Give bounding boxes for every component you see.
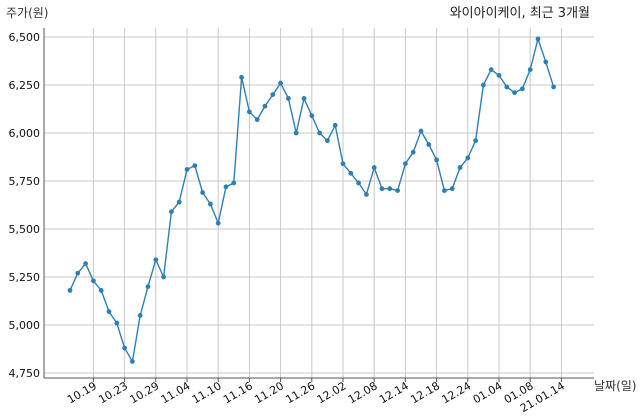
y-tick-label: 5,250 — [9, 271, 41, 284]
chart-title: 와이아이케이, 최근 3개월 — [450, 6, 590, 21]
data-point — [278, 80, 283, 86]
x-tick-label: 10.19 — [65, 379, 99, 406]
data-point — [410, 149, 416, 155]
y-tick-label: 5,500 — [9, 223, 41, 236]
data-point — [348, 170, 354, 176]
x-tick-label: 11.16 — [221, 379, 255, 406]
x-tick-label: 01.04 — [471, 379, 505, 406]
data-point — [371, 165, 377, 170]
data-point — [231, 180, 237, 186]
y-axis-label: 주가(원) — [6, 6, 48, 20]
data-point — [98, 288, 104, 293]
data-point — [364, 192, 369, 197]
data-point — [114, 320, 120, 326]
grid-lines — [44, 28, 594, 378]
x-tick-label: 12.18 — [408, 379, 442, 406]
x-tick-label: 11.26 — [284, 379, 318, 406]
x-tick-label: 10.29 — [128, 379, 162, 406]
x-tick-label: 10.23 — [96, 379, 130, 406]
data-point — [442, 188, 447, 194]
x-tick-label: 11.04 — [159, 379, 193, 406]
x-axis-label: 날짜(일) — [594, 379, 636, 393]
x-tick-label: 11.20 — [252, 379, 286, 406]
data-point — [176, 199, 182, 205]
data-point — [161, 274, 167, 280]
data-point — [83, 261, 88, 266]
data-point — [254, 117, 260, 122]
data-point — [169, 209, 174, 215]
data-point — [137, 313, 143, 318]
data-point — [215, 220, 221, 226]
y-tick-label: 5,000 — [9, 319, 41, 332]
data-point — [403, 161, 408, 167]
data-point — [106, 309, 112, 314]
data-point — [270, 92, 276, 97]
data-point — [379, 186, 385, 192]
data-point — [325, 138, 330, 144]
data-point — [223, 184, 229, 190]
data-point — [473, 138, 478, 144]
data-point — [496, 73, 502, 78]
data-point — [309, 113, 315, 119]
data-point — [387, 186, 393, 192]
data-point — [465, 155, 471, 161]
data-point — [426, 142, 432, 147]
data-point — [481, 82, 486, 88]
data-point — [488, 67, 494, 73]
data-point — [457, 165, 463, 170]
data-point — [434, 157, 439, 163]
x-tick-label: 12.08 — [346, 379, 380, 406]
data-point — [418, 128, 424, 134]
data-point — [332, 122, 338, 128]
price-series — [67, 36, 556, 364]
data-point — [192, 163, 198, 169]
data-point — [317, 130, 322, 136]
y-tick-label: 5,750 — [9, 175, 41, 188]
data-point — [184, 167, 190, 172]
data-point — [356, 180, 361, 186]
data-point — [145, 284, 151, 289]
data-point — [340, 161, 346, 167]
data-point — [543, 59, 549, 65]
y-tick-label: 6,000 — [9, 127, 41, 140]
data-point — [301, 96, 307, 101]
data-point — [449, 186, 455, 192]
y-tick-label: 4,750 — [9, 367, 41, 380]
data-point — [239, 74, 245, 80]
x-tick-label: 12.02 — [315, 379, 349, 406]
data-point — [512, 90, 517, 96]
data-point — [527, 67, 533, 73]
data-point — [286, 96, 291, 101]
data-point — [551, 84, 556, 90]
data-point — [208, 201, 213, 207]
data-point — [91, 278, 96, 284]
y-tick-label: 6,500 — [9, 31, 41, 44]
data-point — [262, 103, 268, 109]
data-point — [200, 190, 206, 195]
data-point — [130, 359, 135, 364]
data-point — [75, 270, 81, 276]
data-point — [122, 345, 127, 351]
data-point — [293, 130, 299, 136]
x-tick-label: 12.14 — [377, 379, 411, 406]
x-tick-label: 12.24 — [440, 379, 474, 406]
x-tick-label: 11.10 — [190, 379, 224, 406]
data-point — [247, 109, 252, 115]
data-point — [153, 257, 159, 263]
data-point — [520, 86, 525, 92]
data-point — [395, 188, 400, 194]
data-point — [535, 36, 541, 42]
y-tick-label: 6,250 — [9, 79, 41, 92]
data-point — [67, 288, 73, 293]
data-point — [504, 84, 510, 90]
